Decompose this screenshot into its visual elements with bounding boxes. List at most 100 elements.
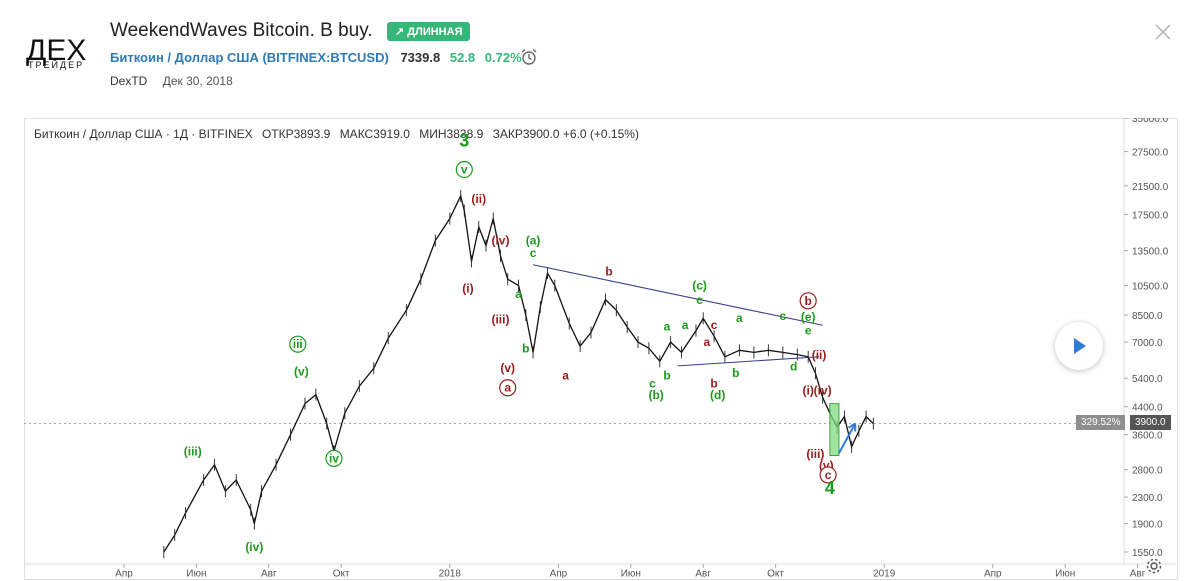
ohlc-low: МИН3838.9 <box>419 127 484 141</box>
x-tick-label: Июн <box>621 568 641 578</box>
idea-title: WeekendWaves Bitcoin. B buy. <box>110 20 373 41</box>
chart-frame <box>24 118 1178 580</box>
ohlc-open: ОТКР3893.9 <box>261 127 331 141</box>
ohlc-high: МАКС3919.0 <box>339 127 410 141</box>
wave-label: a <box>504 381 511 395</box>
wave-label: b <box>663 369 670 383</box>
publish-date: Дек 30, 2018 <box>162 74 233 88</box>
wave-label: (ii) <box>471 192 486 206</box>
y-tick-label: 21500.0 <box>1132 182 1169 193</box>
wave-label: 4 <box>825 478 835 498</box>
logo-letters: ДЕХ <box>26 34 86 67</box>
x-tick-label: 2018 <box>439 568 462 578</box>
wave-label: a <box>515 287 522 301</box>
x-tick-label: Апр <box>550 568 568 578</box>
play-button[interactable] <box>1055 322 1103 370</box>
y-tick-label: 7000.0 <box>1132 338 1163 349</box>
long-badge[interactable]: ↗ ДЛИННАЯ <box>387 22 471 41</box>
wave-label: a <box>736 311 743 325</box>
wave-label-circle <box>289 335 307 353</box>
wave-label-circle <box>819 466 837 484</box>
wave-label: b <box>710 377 717 391</box>
price-change-pct: 0.72% <box>484 50 522 65</box>
wave-label: (i) <box>803 384 814 398</box>
y-tick-label: 2800.0 <box>1132 466 1163 477</box>
y-tick-label: 3600.0 <box>1132 431 1163 442</box>
percent-tag: 329.52% <box>1076 415 1126 430</box>
wave-label-circle <box>455 160 473 179</box>
wave-label: iv <box>329 451 339 465</box>
y-tick-label: 35000.0 <box>1132 118 1169 125</box>
price-change: 52.8 <box>449 50 476 65</box>
forecast-arrow <box>838 423 857 454</box>
author-name[interactable]: DexTD <box>110 74 148 88</box>
wave-label: d <box>790 360 797 374</box>
wave-label: (v) <box>294 365 309 379</box>
y-tick-label: 1550.0 <box>1132 548 1163 559</box>
wave-label-circle <box>325 449 343 467</box>
wave-label: b <box>522 341 529 355</box>
wave-label-circle <box>799 292 817 310</box>
x-tick-label: Апр <box>115 568 133 578</box>
wave-label: (b) <box>648 388 663 402</box>
x-tick-label: Окт <box>333 568 350 578</box>
close-icon[interactable] <box>1153 22 1173 42</box>
wave-label: c <box>530 246 537 260</box>
price-chart[interactable]: 35000.0 27500.0 21500.0 17500.0 13500.0 10500… <box>24 118 1176 578</box>
wave-label: b <box>605 264 612 278</box>
y-tick-label: 13500.0 <box>1132 247 1169 258</box>
logo-subtext: ТРЕЙДЕР <box>28 60 85 70</box>
wave-label: (v) <box>500 361 515 375</box>
wave-label: (iv) <box>491 234 509 248</box>
last-price: 7339.8 <box>400 50 441 65</box>
wave-label: c <box>649 377 656 391</box>
x-tick-label: Июн <box>186 568 206 578</box>
wave-label: b <box>805 294 812 308</box>
wave-label: 3 <box>459 131 469 151</box>
wave-label: a <box>562 369 569 383</box>
buy-zone-box <box>829 403 840 456</box>
y-tick-label: 2300.0 <box>1132 493 1163 504</box>
y-tick-label: 27500.0 <box>1132 148 1169 159</box>
price-series-line <box>163 193 874 553</box>
wave-label: a <box>664 320 671 334</box>
y-tick-label: 10500.0 <box>1132 282 1169 293</box>
wave-label: (d) <box>710 388 725 402</box>
wave-label: (e) <box>801 310 816 324</box>
trendline <box>532 264 823 326</box>
y-tick-label: 5400.0 <box>1132 374 1163 385</box>
alarm-clock-icon[interactable] <box>520 48 538 66</box>
ohlc-close: ЗАКР3900.0 +6.0 (+0.15%) <box>492 127 639 141</box>
wave-label: (ii) <box>812 348 827 362</box>
wave-label: (iv) <box>245 540 263 554</box>
x-tick-label: Авг <box>1130 568 1146 578</box>
gear-icon[interactable] <box>1145 557 1163 575</box>
wave-label: (iv) <box>814 384 832 398</box>
x-tick-label: 2019 <box>873 568 896 578</box>
dex-logo: ДЕХ <box>26 34 86 67</box>
x-tick-label: Июн <box>1055 568 1075 578</box>
wave-label: (iii) <box>184 444 202 458</box>
wave-label: a <box>682 318 689 332</box>
symbol-row: Биткоин / Доллар США (BITFINEX:BTCUSD) 7… <box>110 50 522 65</box>
price-tag: 3900.0 <box>1130 415 1171 430</box>
forecast-arrow-head <box>847 422 857 432</box>
ohlc-instrument: Биткоин / Доллар США · 1Д · BITFINEX <box>34 127 253 141</box>
wave-label: c <box>779 309 786 323</box>
wave-label: e <box>805 323 812 337</box>
wave-label: c <box>711 318 718 332</box>
wave-label: (c) <box>692 279 707 293</box>
y-tick-label: 8500.0 <box>1132 311 1163 322</box>
wave-label: (i) <box>462 281 473 295</box>
y-tick-label: 1900.0 <box>1132 520 1163 531</box>
wave-label: (iii) <box>491 312 509 326</box>
y-tick-label: 17500.0 <box>1132 211 1169 222</box>
x-tick-label: Авг <box>695 568 711 578</box>
ohlc-legend: Биткоин / Доллар США · 1Д · BITFINEX ОТК… <box>34 127 645 141</box>
author-row: DexTD Дек 30, 2018 <box>110 74 233 88</box>
wave-label-circle <box>499 379 517 397</box>
y-tick-label: 4400.0 <box>1132 403 1163 414</box>
symbol-link[interactable]: Биткоин / Доллар США (BITFINEX:BTCUSD) <box>110 50 389 65</box>
wave-label: b <box>732 366 739 380</box>
wave-label: (a) <box>526 234 541 248</box>
